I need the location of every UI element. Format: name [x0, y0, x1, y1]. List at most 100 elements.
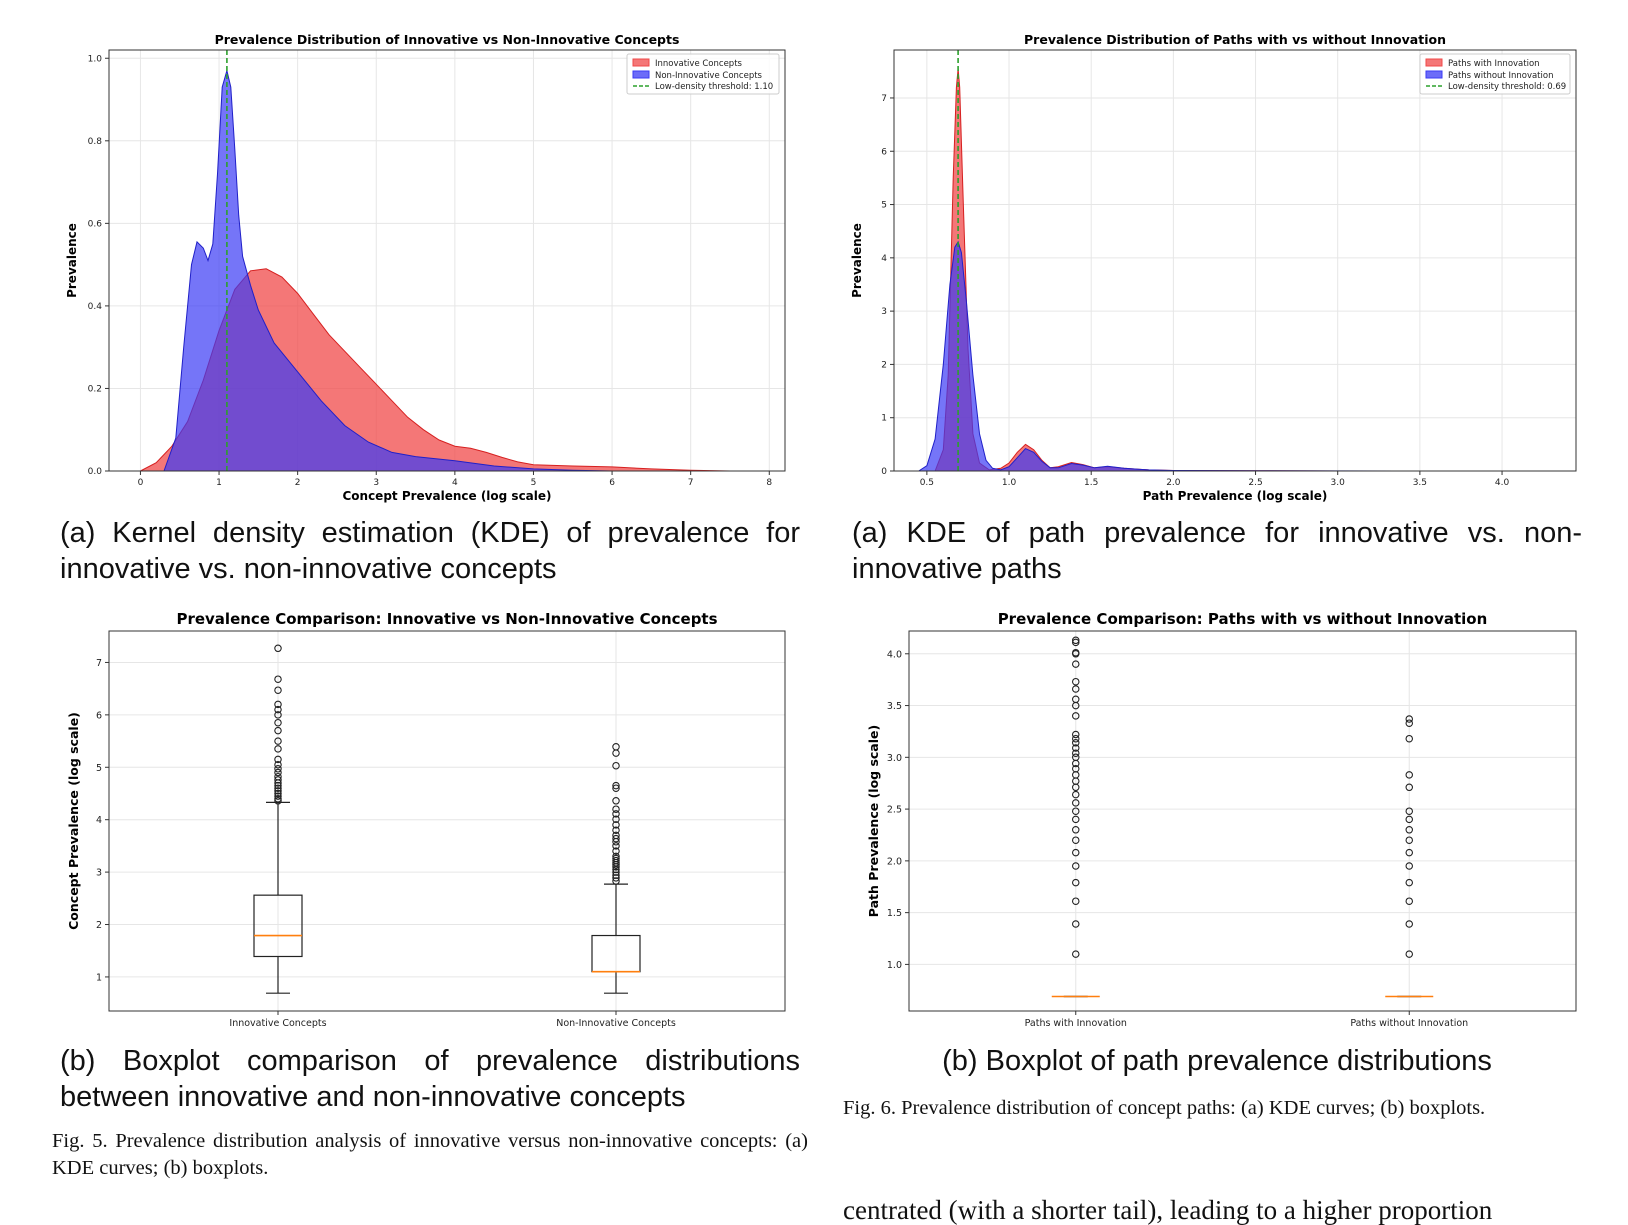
x-tick-label-0: Innovative Concepts [229, 1018, 326, 1029]
legend-swatch-0 [1425, 58, 1443, 67]
outlier-0-5 [274, 784, 282, 792]
outlier-0-7 [1072, 826, 1080, 834]
outlier-1-11 [1405, 771, 1413, 779]
outlier-0-26 [1072, 685, 1080, 693]
figure-caption-5: Fig. 5. Prevalence distribution analysis… [52, 1130, 808, 1179]
outlier-1-18 [612, 815, 620, 823]
kde-area-non-innovative [918, 240, 1420, 472]
outlier-1-11 [612, 847, 620, 855]
outlier-0-18 [1072, 749, 1080, 757]
y-tick-label-4: 3.0 [887, 753, 902, 764]
legend-swatch-1 [632, 70, 650, 79]
outlier-0-15 [274, 737, 282, 745]
legend-label-1: Paths without Innovation [1448, 71, 1553, 81]
outlier-1-1 [612, 874, 620, 882]
outlier-0-21 [274, 686, 282, 694]
x-tick-label-6: 6 [609, 478, 615, 488]
outlier-0-32 [1072, 636, 1080, 645]
outlier-1-15 [612, 831, 620, 840]
plot-frame [108, 49, 786, 472]
outlier-0-22 [274, 675, 282, 683]
outlier-1-12 [612, 842, 620, 850]
outlier-1-9 [1405, 807, 1413, 815]
y-tick-label-5: 5 [881, 201, 887, 211]
x-tick-label-6: 3.5 [1413, 478, 1427, 488]
outlier-1-8 [1405, 815, 1413, 824]
plot-frame [108, 630, 786, 1012]
y-tick-label-6: 6 [881, 147, 887, 157]
outlier-0-10 [1072, 799, 1080, 807]
y-tick-label-5: 3.5 [887, 701, 902, 712]
x-tick-label-0: 0.5 [920, 478, 934, 488]
y-tick-label-4: 5 [96, 763, 102, 774]
outlier-0-5 [1072, 848, 1080, 857]
outlier-1-14 [612, 834, 620, 843]
x-tick-label-4: 4 [452, 478, 458, 488]
x-tick-label-5: 3.0 [1331, 478, 1346, 488]
outlier-0-23 [274, 644, 282, 653]
outlier-0-0 [1072, 950, 1080, 958]
outlier-0-13 [274, 755, 282, 764]
outlier-0-3 [1072, 878, 1080, 887]
y-tick-label-5: 1.0 [88, 54, 103, 64]
x-tick-label-3: 2.0 [1166, 478, 1181, 488]
box-1 [591, 743, 641, 994]
x-tick-label-1: 1.0 [1002, 478, 1017, 488]
x-axis-label: Path Prevalence (log scale) [1143, 489, 1328, 503]
outlier-0-6 [1072, 836, 1080, 844]
outlier-1-23 [612, 781, 620, 790]
outlier-0-4 [1072, 862, 1080, 870]
y-axis-label: Concept Prevalence (log scale) [66, 712, 81, 930]
legend-swatch-1 [1425, 70, 1443, 79]
chart-title: Prevalence Comparison: Paths with vs wit… [998, 610, 1488, 628]
legend-box [626, 53, 780, 95]
outlier-0-8 [274, 776, 282, 784]
outlier-0-12 [274, 760, 282, 769]
outlier-0-11 [274, 765, 282, 773]
x-tick-label-3: 3 [373, 478, 379, 488]
outlier-1-13 [1405, 719, 1413, 727]
legend-label-1: Non-Innovative Concepts [655, 71, 763, 81]
y-tick-label-2: 3 [96, 868, 102, 879]
y-tick-label-2: 2 [881, 360, 887, 370]
outlier-1-10 [612, 852, 620, 861]
outlier-1-5 [1405, 848, 1413, 857]
y-tick-label-1: 1.5 [887, 908, 902, 919]
outlier-0-21 [1072, 734, 1080, 743]
box-concepts-svg: Innovative Concepts Non-Innovative Concep… [66, 610, 786, 1029]
y-tick-label-2: 2.0 [887, 856, 902, 867]
outlier-0-20 [274, 700, 282, 709]
y-tick-label-0: 1 [96, 972, 102, 983]
body-text-fragment: centrated (with a shorter tail), leading… [843, 1195, 1493, 1225]
kde-paths-svg: 0.5 1.0 1.5 2.0 2.5 3.0 3.5 4.0 0 1 2 3 4 5 6 7 Prevalen… [850, 32, 1577, 503]
outlier-0-1 [1072, 920, 1080, 928]
y-tick-label-2: 0.4 [88, 302, 103, 312]
legend-swatch-0 [632, 58, 650, 67]
outlier-1-16 [612, 826, 620, 834]
y-tick-label-4: 0.8 [88, 137, 103, 147]
plot-frame [908, 630, 1577, 1012]
outlier-0-16 [274, 726, 282, 735]
x-tick-label-1: 1 [216, 478, 222, 488]
y-tick-label-0: 0 [881, 467, 887, 477]
chart-title: Prevalence Distribution of Innovative vs… [215, 32, 680, 47]
outlier-0-8 [1072, 815, 1080, 824]
y-tick-label-5: 6 [96, 710, 102, 721]
y-tick-label-6: 7 [96, 658, 102, 669]
outlier-0-6 [274, 781, 282, 790]
y-axis-label: Prevalence [65, 223, 79, 298]
legend-box [1419, 53, 1571, 95]
x-tick-label-8: 8 [766, 478, 772, 488]
y-axis-label: Prevalence [850, 223, 864, 298]
x-tick-label-1: Non-Innovative Concepts [556, 1018, 676, 1029]
kde-paths-chart: 0.5 1.0 1.5 2.0 2.5 3.0 3.5 4.0 0 1 2 3 4 5 6 7 Prevalen… [845, 30, 1585, 505]
x-tick-label-0: 0 [138, 478, 144, 488]
outlier-1-0 [612, 877, 620, 885]
y-tick-label-6: 4.0 [887, 649, 902, 660]
outlier-1-6 [1405, 836, 1413, 844]
outlier-1-24 [612, 761, 620, 770]
kde-area-non-innovative [163, 68, 613, 472]
legend-label-0: Innovative Concepts [655, 59, 743, 69]
x-tick-label-0: Paths with Innovation [1025, 1018, 1127, 1029]
box-concepts-chart: Innovative Concepts Non-Innovative Concep… [60, 608, 790, 1033]
